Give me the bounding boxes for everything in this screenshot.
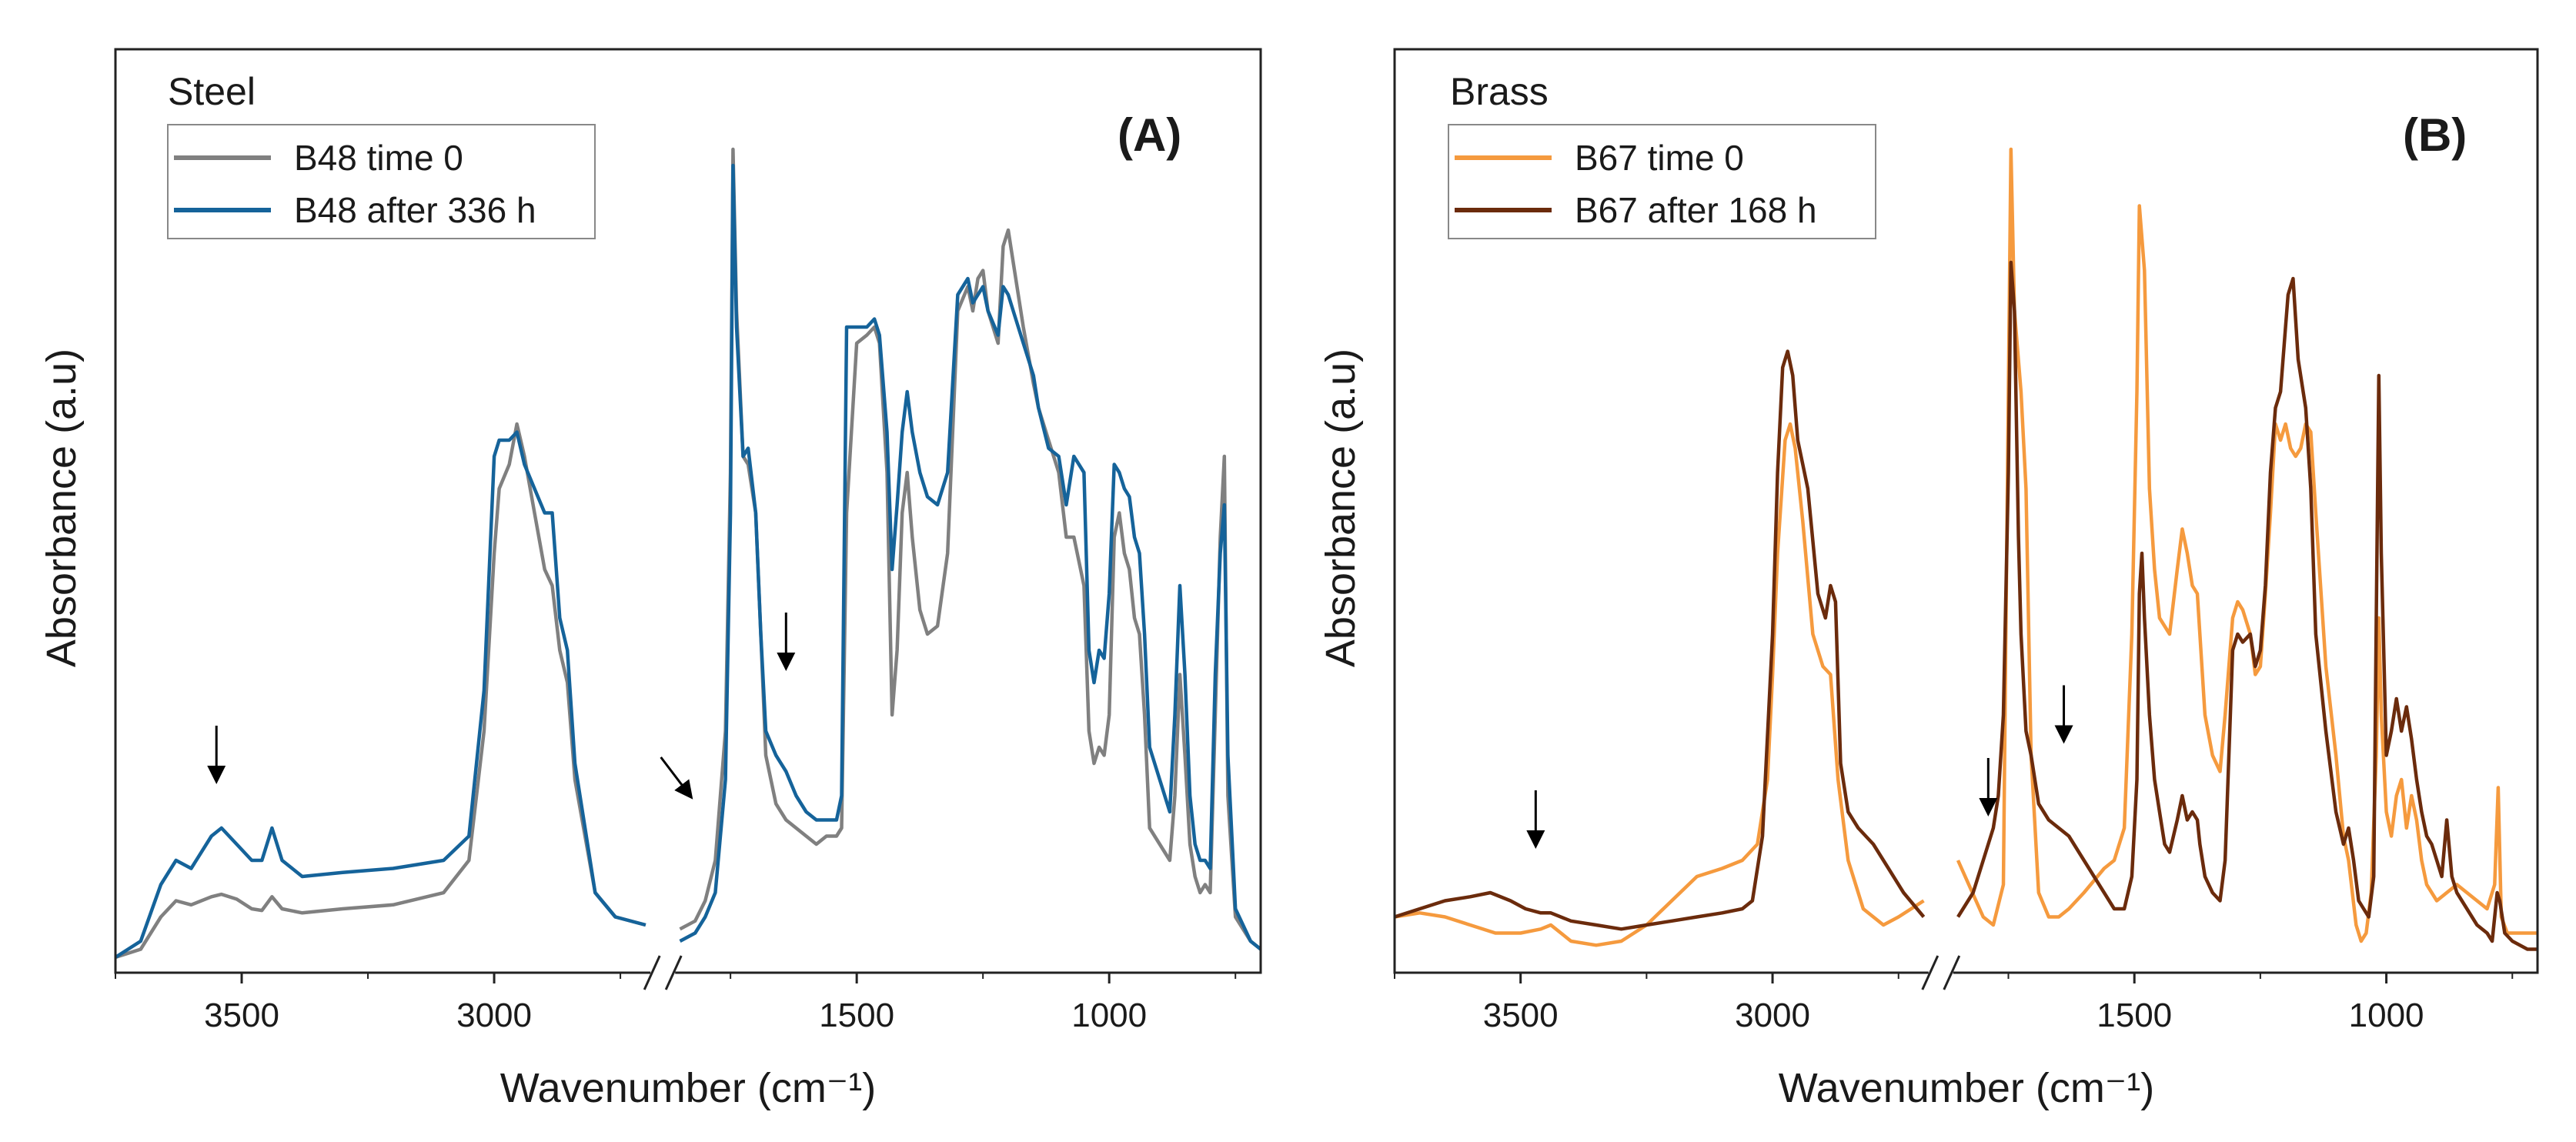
- x-axis-title-steel: Wavenumber (cm⁻¹): [500, 1065, 877, 1111]
- legend-label-b48-336h: B48 after 336 h: [294, 190, 536, 230]
- annotations-steel: [207, 613, 796, 800]
- x-ticks-brass: 3500 3000 1500 1000: [1394, 973, 2514, 1034]
- series-line-b48-after-336-h-segment-2: [679, 163, 1262, 951]
- plot-frame-brass: [1393, 48, 2539, 974]
- legend-label-b67-time0: B67 time 0: [1575, 138, 1744, 178]
- annotation-arrow-steel-2: [660, 756, 693, 800]
- axis-break-slash-1-brass: [1921, 955, 1940, 990]
- series-line-b48-time-0-segment-2: [679, 147, 1262, 951]
- axis-break-slash-2-brass: [1943, 955, 1961, 990]
- panel-brass: Brass (B) Absorbance (a.u) Wavenumber (c…: [1318, 48, 2539, 1111]
- panel-steel: Steel (A) Absorbance (a.u) Wavenumber (c…: [38, 48, 1262, 1111]
- series-line-b48-after-336-h-segment-1: [114, 430, 647, 959]
- legend-box-steel: [167, 124, 596, 239]
- series-line-b67-after-168-h-segment-2: [1956, 260, 2538, 951]
- x-tick-label-1500: 1500: [2097, 997, 2172, 1034]
- legend-label-b67-168h: B67 after 168 h: [1575, 190, 1817, 230]
- x-ticks-steel: 3500 3000 1500 1000: [115, 973, 1237, 1034]
- panel-letter-a: (A): [1118, 109, 1181, 161]
- series-line-b48-time-0-segment-1: [115, 422, 647, 960]
- legend-brass: B67 time 0 B67 after 168 h: [1448, 124, 1876, 239]
- legend-box-brass: [1448, 124, 1876, 239]
- series-line-b67-after-168-h-segment-1: [1394, 349, 1926, 931]
- axis-break-slash-1-steel: [643, 955, 661, 990]
- x-tick-label-3000: 3000: [1735, 997, 1810, 1034]
- y-axis-title-brass: Absorbance (a.u): [1318, 349, 1364, 667]
- legend-label-b48-time0: B48 time 0: [294, 138, 463, 178]
- y-axis-title-steel: Absorbance (a.u): [38, 349, 85, 667]
- x-tick-label-3000: 3000: [456, 997, 532, 1034]
- legend-steel: B48 time 0 B48 after 336 h: [167, 124, 596, 239]
- axis-break-gap-steel: [650, 954, 676, 991]
- axis-break-brass: [1921, 954, 1961, 991]
- axis-break-slash-2-steel: [664, 955, 683, 990]
- x-tick-label-3500: 3500: [1483, 997, 1559, 1034]
- panel-title-brass: Brass: [1450, 70, 1549, 113]
- annotations-brass: [1526, 685, 2073, 849]
- axis-break-gap-brass: [1928, 954, 1953, 991]
- series-line-b67-time-0-segment-1: [1394, 422, 1925, 947]
- x-tick-label-1000: 1000: [2349, 997, 2424, 1034]
- plot-frame-steel: [114, 48, 1262, 974]
- x-tick-label-1000: 1000: [1071, 997, 1147, 1034]
- x-tick-label-3500: 3500: [204, 997, 279, 1034]
- x-tick-label-1500: 1500: [819, 997, 894, 1034]
- series-line-b67-time-0-segment-2: [1956, 147, 2538, 943]
- plot-area-brass: [1393, 48, 2539, 991]
- plot-area-steel: [114, 48, 1262, 991]
- x-axis-title-brass: Wavenumber (cm⁻¹): [1779, 1065, 2155, 1111]
- axis-break-steel: [643, 954, 683, 991]
- series-group-brass: [1394, 147, 2538, 951]
- panel-title-steel: Steel: [168, 70, 256, 113]
- series-group-steel: [114, 147, 1262, 960]
- panel-letter-b: (B): [2403, 109, 2467, 161]
